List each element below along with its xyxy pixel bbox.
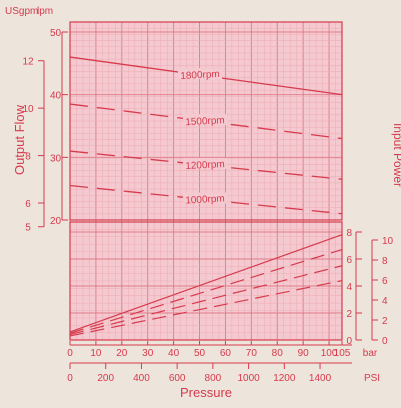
usgpm-unit-label: USgpm — [5, 6, 38, 17]
lpm-unit-label: lpm — [37, 6, 53, 17]
flow-plot-frame — [69, 21, 343, 221]
bar-tick-label: 70 — [246, 348, 258, 359]
power-inner-tick-label: 8 — [346, 228, 352, 239]
power-outer-tick-label: 4 — [382, 296, 388, 307]
usgpm-tick-label: 5 — [25, 223, 31, 234]
power-outer-tick-label: 10 — [382, 236, 394, 247]
power-curve — [69, 280, 343, 337]
flow-curve-label: 1500rpm — [185, 115, 225, 128]
flow-curve-label-bg — [183, 114, 227, 126]
power-curve — [69, 248, 343, 334]
psi-tick-label: 1000 — [237, 373, 260, 384]
power-inner-tick-label: 0 — [346, 336, 352, 347]
power-outer-tick-label: 2 — [382, 316, 388, 327]
bar-tick-label: 20 — [116, 348, 128, 359]
power-outer-tick-label: 6 — [382, 276, 388, 287]
psi-tick-label: 1400 — [309, 373, 332, 384]
bar-tick-label: 105 — [334, 348, 351, 359]
flow-curve-label: 1800rpm — [180, 69, 220, 82]
flow-curve-label-bg — [178, 68, 222, 80]
flow-curve-label: 1200rpm — [185, 159, 225, 172]
power-outer-tick-label: 0 — [382, 336, 388, 347]
lpm-tick-label: 30 — [50, 153, 62, 164]
bar-tick-label: 50 — [194, 348, 206, 359]
usgpm-tick-label: 8 — [25, 152, 31, 163]
bar-tick-label: 60 — [220, 348, 232, 359]
psi-tick-label: 400 — [133, 373, 150, 384]
psi-tick-label: 800 — [205, 373, 222, 384]
bar-tick-label: 80 — [272, 348, 284, 359]
bar-tick-label: 100 — [321, 348, 338, 359]
usgpm-tick-label: 6 — [25, 199, 31, 210]
power-curve — [69, 234, 343, 333]
usgpm-tick-label: 12 — [22, 57, 34, 68]
flow-curve-label: 1000rpm — [185, 194, 225, 207]
bar-tick-label: 90 — [298, 348, 310, 359]
psi-tick-label: 200 — [97, 373, 114, 384]
usgpm-tick-label: 10 — [22, 104, 34, 115]
flow-curve-label-bg — [183, 192, 227, 204]
power-inner-tick-label: 6 — [346, 255, 352, 266]
lpm-tick-label: 40 — [50, 91, 62, 102]
lpm-tick-label: 20 — [50, 216, 62, 227]
power-outer-tick-label: 8 — [382, 256, 388, 267]
flow-curve-label-bg — [183, 158, 227, 170]
bar-tick-label: 30 — [142, 348, 154, 359]
bar-unit-label: bar — [363, 348, 378, 359]
psi-tick-label: 0 — [67, 373, 73, 384]
psi-unit-label: PSI — [364, 373, 380, 384]
power-inner-tick-label: 4 — [346, 282, 352, 293]
bar-tick-label: 40 — [168, 348, 180, 359]
bar-tick-label: 10 — [90, 348, 102, 359]
output-flow-axis-title: Output Flow — [12, 104, 27, 175]
lpm-tick-label: 50 — [50, 28, 62, 39]
power-inner-tick-label: 2 — [346, 309, 352, 320]
pressure-axis-title: Pressure — [180, 385, 232, 400]
power-curve — [69, 265, 343, 336]
psi-tick-label: 1200 — [273, 373, 296, 384]
input-power-axis-title: Input Power — [391, 123, 401, 187]
psi-tick-label: 600 — [169, 373, 186, 384]
bar-tick-label: 0 — [67, 348, 73, 359]
